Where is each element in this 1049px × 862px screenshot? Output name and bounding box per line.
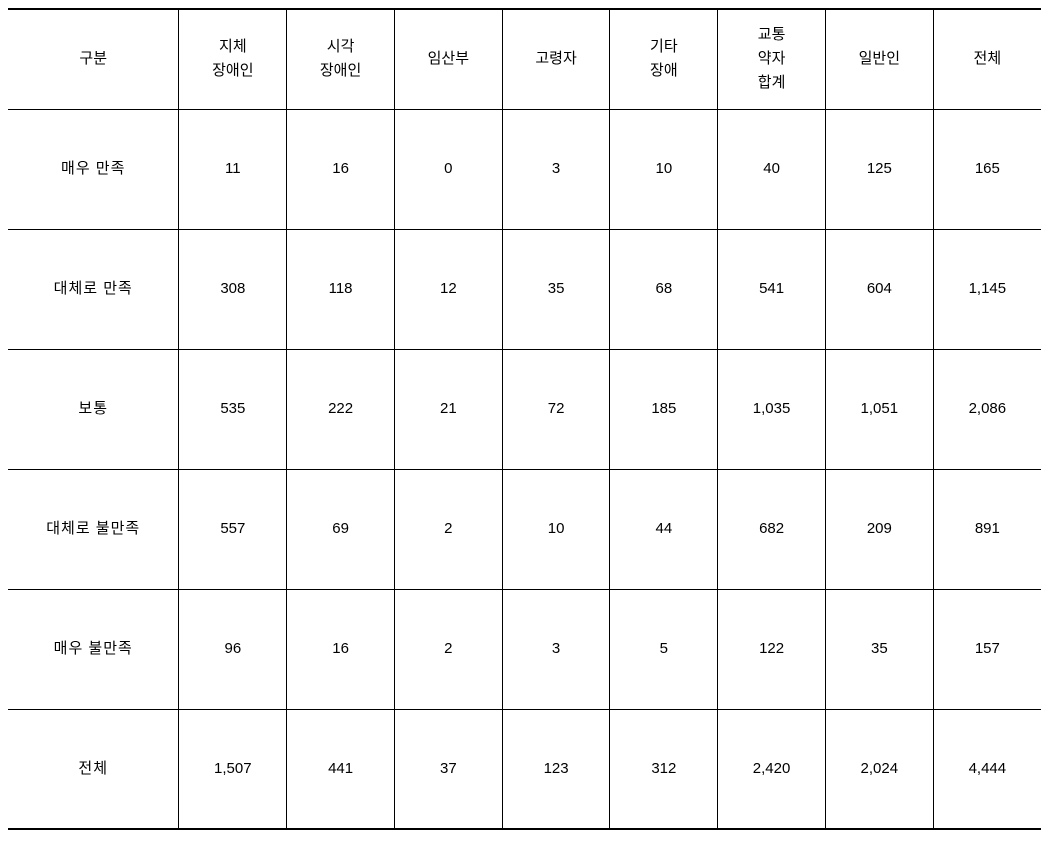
satisfaction-table: 구분 지체 장애인 시각 장애인 임산부 고령자 기타 장애 교통 약자 합계 … (8, 8, 1041, 830)
data-cell: 541 (718, 229, 826, 349)
data-cell: 35 (825, 589, 933, 709)
data-cell: 11 (179, 109, 287, 229)
row-category: 전체 (8, 709, 179, 829)
data-cell: 5 (610, 589, 718, 709)
data-cell: 185 (610, 349, 718, 469)
row-category: 대체로 불만족 (8, 469, 179, 589)
table-body: 매우 만족 11 16 0 3 10 40 125 165 대체로 만족 308… (8, 109, 1041, 829)
table-row: 매우 만족 11 16 0 3 10 40 125 165 (8, 109, 1041, 229)
row-category: 매우 불만족 (8, 589, 179, 709)
header-visual-disability: 시각 장애인 (287, 9, 395, 109)
header-mobility-handicapped-total: 교통 약자 합계 (718, 9, 826, 109)
data-cell: 2,086 (933, 349, 1041, 469)
data-cell: 308 (179, 229, 287, 349)
table-row: 대체로 불만족 557 69 2 10 44 682 209 891 (8, 469, 1041, 589)
data-cell: 1,507 (179, 709, 287, 829)
data-cell: 16 (287, 589, 395, 709)
data-cell: 165 (933, 109, 1041, 229)
header-other-disability: 기타 장애 (610, 9, 718, 109)
table-row-total: 전체 1,507 441 37 123 312 2,420 2,024 4,44… (8, 709, 1041, 829)
data-cell: 72 (502, 349, 610, 469)
table-header-row: 구분 지체 장애인 시각 장애인 임산부 고령자 기타 장애 교통 약자 합계 … (8, 9, 1041, 109)
data-cell: 1,051 (825, 349, 933, 469)
data-cell: 2 (394, 469, 502, 589)
data-cell: 118 (287, 229, 395, 349)
header-elderly: 고령자 (502, 9, 610, 109)
data-cell: 604 (825, 229, 933, 349)
data-cell: 125 (825, 109, 933, 229)
data-cell: 35 (502, 229, 610, 349)
data-cell: 312 (610, 709, 718, 829)
data-cell: 16 (287, 109, 395, 229)
data-cell: 40 (718, 109, 826, 229)
data-cell: 123 (502, 709, 610, 829)
table-row: 보통 535 222 21 72 185 1,035 1,051 2,086 (8, 349, 1041, 469)
data-cell: 37 (394, 709, 502, 829)
data-cell: 12 (394, 229, 502, 349)
data-cell: 96 (179, 589, 287, 709)
data-cell: 1,035 (718, 349, 826, 469)
header-pregnant: 임산부 (394, 9, 502, 109)
row-category: 대체로 만족 (8, 229, 179, 349)
data-cell: 682 (718, 469, 826, 589)
data-cell: 209 (825, 469, 933, 589)
data-cell: 891 (933, 469, 1041, 589)
data-cell: 44 (610, 469, 718, 589)
data-cell: 21 (394, 349, 502, 469)
header-physical-disability: 지체 장애인 (179, 9, 287, 109)
header-general: 일반인 (825, 9, 933, 109)
data-cell: 2,420 (718, 709, 826, 829)
data-cell: 122 (718, 589, 826, 709)
data-cell: 3 (502, 109, 610, 229)
row-category: 매우 만족 (8, 109, 179, 229)
header-total: 전체 (933, 9, 1041, 109)
data-cell: 10 (502, 469, 610, 589)
data-cell: 557 (179, 469, 287, 589)
data-cell: 0 (394, 109, 502, 229)
data-cell: 2 (394, 589, 502, 709)
data-cell: 441 (287, 709, 395, 829)
data-cell: 157 (933, 589, 1041, 709)
data-cell: 69 (287, 469, 395, 589)
data-cell: 68 (610, 229, 718, 349)
data-cell: 1,145 (933, 229, 1041, 349)
table-row: 대체로 만족 308 118 12 35 68 541 604 1,145 (8, 229, 1041, 349)
data-cell: 4,444 (933, 709, 1041, 829)
row-category: 보통 (8, 349, 179, 469)
data-cell: 222 (287, 349, 395, 469)
data-cell: 535 (179, 349, 287, 469)
header-category: 구분 (8, 9, 179, 109)
data-cell: 10 (610, 109, 718, 229)
table-row: 매우 불만족 96 16 2 3 5 122 35 157 (8, 589, 1041, 709)
data-cell: 3 (502, 589, 610, 709)
data-cell: 2,024 (825, 709, 933, 829)
